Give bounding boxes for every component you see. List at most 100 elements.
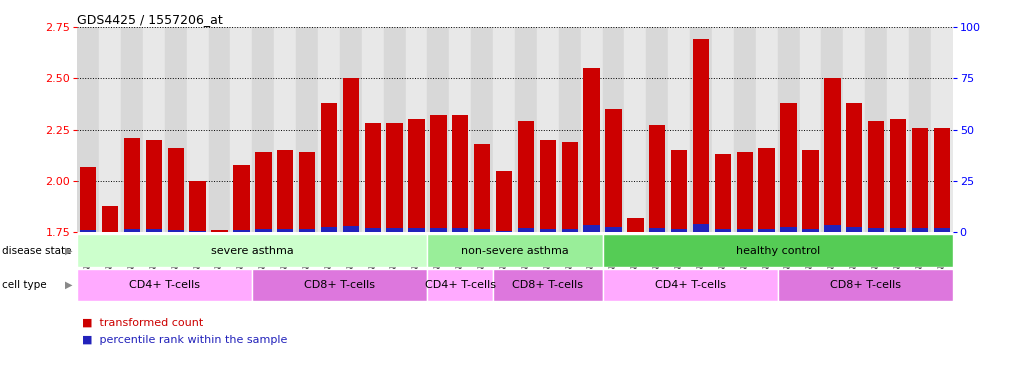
- Bar: [208, 27, 231, 232]
- Text: CD4+ T-cells: CD4+ T-cells: [130, 280, 200, 290]
- Bar: [362, 27, 383, 232]
- Bar: [649, 228, 665, 232]
- Bar: [145, 140, 162, 232]
- Bar: [693, 224, 710, 232]
- Text: ■  percentile rank within the sample: ■ percentile rank within the sample: [82, 335, 287, 345]
- Bar: [386, 123, 403, 232]
- Bar: [277, 229, 294, 232]
- Bar: [933, 127, 950, 232]
- Bar: [233, 230, 249, 232]
- Bar: [318, 27, 340, 232]
- Text: CD4+ T-cells: CD4+ T-cells: [655, 280, 725, 290]
- Bar: [558, 27, 581, 232]
- Bar: [624, 27, 647, 232]
- Bar: [343, 78, 359, 232]
- Bar: [297, 27, 318, 232]
- Bar: [603, 27, 624, 232]
- Bar: [299, 230, 315, 232]
- Bar: [518, 228, 535, 232]
- Bar: [821, 27, 844, 232]
- Bar: [627, 218, 644, 232]
- Bar: [540, 140, 556, 232]
- Bar: [340, 27, 362, 232]
- Bar: [343, 225, 359, 232]
- Bar: [890, 228, 906, 232]
- Bar: [365, 228, 381, 232]
- Bar: [868, 121, 885, 232]
- Bar: [252, 269, 427, 301]
- Text: CD8+ T-cells: CD8+ T-cells: [305, 280, 375, 290]
- Text: ▶: ▶: [65, 245, 72, 256]
- Bar: [211, 230, 228, 232]
- Bar: [406, 27, 427, 232]
- Bar: [408, 228, 424, 232]
- Bar: [846, 103, 862, 232]
- Bar: [493, 27, 515, 232]
- Bar: [190, 181, 206, 232]
- Bar: [277, 150, 294, 232]
- Bar: [802, 150, 819, 232]
- Bar: [824, 78, 840, 232]
- Bar: [758, 229, 775, 232]
- Bar: [581, 27, 603, 232]
- Bar: [824, 225, 840, 232]
- Bar: [383, 27, 406, 232]
- Bar: [715, 230, 731, 232]
- Bar: [715, 154, 731, 232]
- Bar: [452, 115, 469, 232]
- Text: non-severe asthma: non-severe asthma: [461, 245, 569, 256]
- Bar: [493, 269, 603, 301]
- Bar: [124, 229, 140, 232]
- Bar: [427, 27, 449, 232]
- Bar: [693, 39, 710, 232]
- Bar: [143, 27, 165, 232]
- Bar: [537, 27, 558, 232]
- Bar: [320, 227, 337, 232]
- Bar: [122, 27, 143, 232]
- Bar: [255, 152, 272, 232]
- Bar: [561, 229, 578, 232]
- Bar: [603, 269, 778, 301]
- Bar: [540, 229, 556, 232]
- Bar: [168, 148, 184, 232]
- Text: CD8+ T-cells: CD8+ T-cells: [830, 280, 900, 290]
- Bar: [165, 27, 186, 232]
- Bar: [561, 142, 578, 232]
- Bar: [736, 152, 753, 232]
- Bar: [846, 227, 862, 232]
- Bar: [868, 228, 885, 232]
- Bar: [274, 27, 296, 232]
- Bar: [145, 229, 162, 232]
- Bar: [756, 27, 778, 232]
- Text: CD8+ T-cells: CD8+ T-cells: [512, 280, 583, 290]
- Bar: [495, 171, 512, 232]
- Bar: [733, 27, 756, 232]
- Bar: [365, 123, 381, 232]
- Bar: [449, 27, 471, 232]
- Bar: [190, 231, 206, 232]
- Bar: [474, 229, 490, 232]
- Bar: [668, 27, 690, 232]
- Bar: [933, 228, 950, 232]
- Bar: [802, 229, 819, 232]
- Text: cell type: cell type: [2, 280, 46, 290]
- Bar: [583, 68, 599, 232]
- Bar: [865, 27, 887, 232]
- Bar: [690, 27, 712, 232]
- Bar: [431, 228, 447, 232]
- Bar: [252, 27, 274, 232]
- Text: ▶: ▶: [65, 280, 72, 290]
- Bar: [778, 27, 799, 232]
- Bar: [80, 230, 97, 232]
- Bar: [515, 27, 537, 232]
- Bar: [99, 27, 122, 232]
- Bar: [472, 27, 493, 232]
- Bar: [495, 231, 512, 232]
- Bar: [231, 27, 252, 232]
- Bar: [887, 27, 908, 232]
- Bar: [80, 167, 97, 232]
- Bar: [890, 119, 906, 232]
- Bar: [781, 227, 797, 232]
- Bar: [712, 27, 733, 232]
- Bar: [427, 234, 603, 267]
